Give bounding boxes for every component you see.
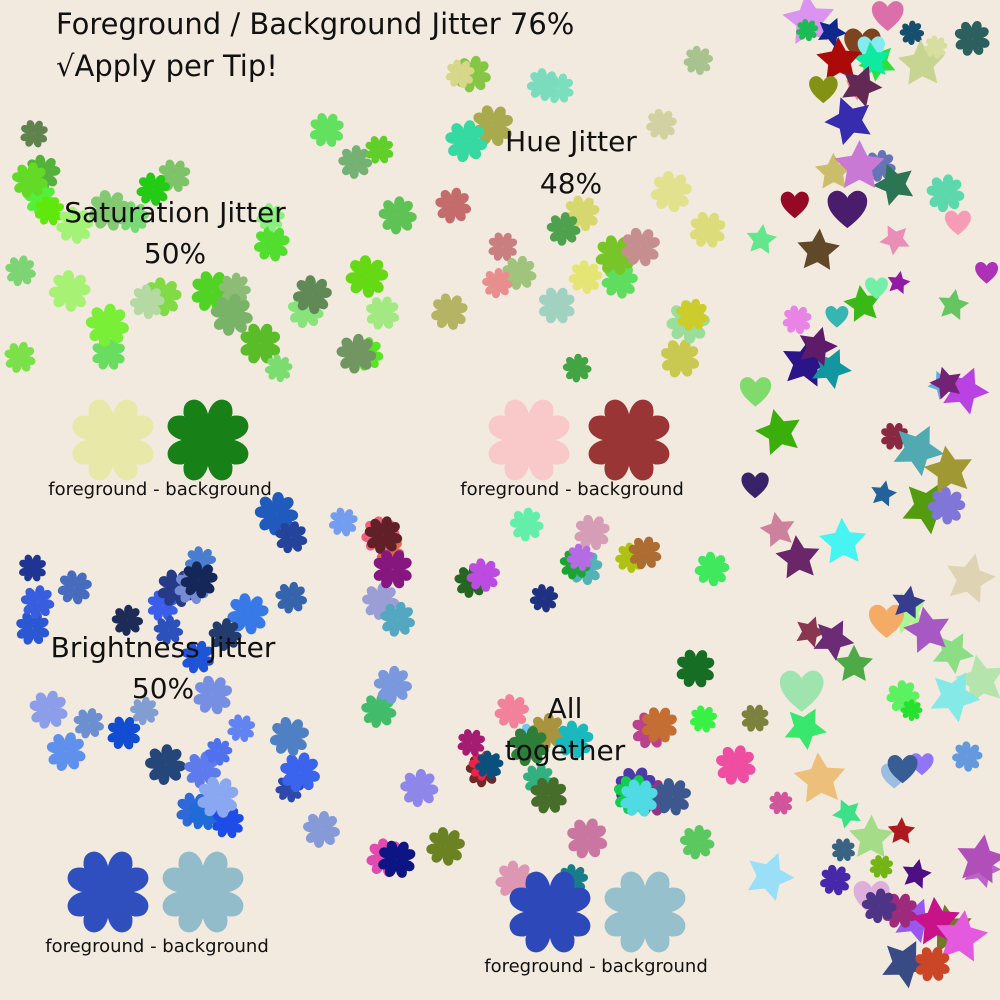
caption: foreground - background (48, 479, 272, 500)
caption: foreground - background (484, 956, 708, 977)
caption: foreground - background (460, 479, 684, 500)
panel-label: Hue Jitter (505, 125, 637, 158)
title: Foreground / Background Jitter 76% (56, 7, 574, 41)
caption: foreground - background (45, 936, 269, 957)
panel-label: together (505, 734, 626, 767)
panel-label: 50% (132, 672, 194, 705)
panel-label: 48% (540, 167, 602, 200)
panel-label: Saturation Jitter (64, 196, 286, 229)
subtitle: √Apply per Tip! (56, 49, 278, 83)
panel-label: All (548, 692, 583, 725)
panel-label: Brightness Jitter (51, 631, 276, 664)
panel-label: 50% (144, 237, 206, 270)
